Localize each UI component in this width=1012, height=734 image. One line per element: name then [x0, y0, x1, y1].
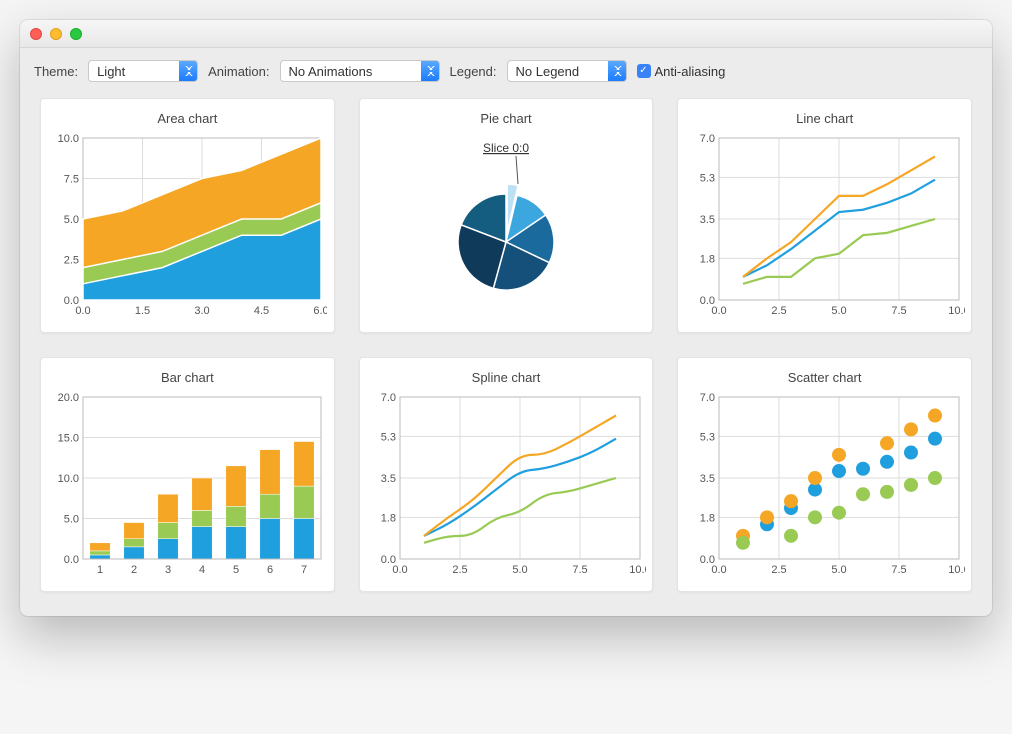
svg-text:2.5: 2.5 [771, 564, 786, 576]
minimize-icon[interactable] [50, 28, 62, 40]
area-chart: 0.02.55.07.510.00.01.53.04.56.0 [47, 132, 327, 322]
antialias-checkbox[interactable]: ✓ [637, 64, 651, 78]
line-chart: 0.01.83.55.37.00.02.55.07.510.0 [685, 132, 965, 322]
svg-text:5: 5 [233, 564, 239, 576]
svg-text:3.0: 3.0 [195, 305, 210, 317]
svg-text:7.5: 7.5 [572, 564, 587, 576]
theme-label: Theme: [34, 64, 78, 79]
svg-text:Slice 0:0: Slice 0:0 [483, 141, 529, 155]
svg-text:7.0: 7.0 [381, 392, 396, 404]
svg-text:5.3: 5.3 [381, 431, 396, 443]
svg-text:5.0: 5.0 [512, 564, 527, 576]
svg-text:7.5: 7.5 [891, 305, 906, 317]
app-window: Theme: Light Animation: No Animations Le… [20, 20, 992, 616]
svg-text:1.8: 1.8 [381, 512, 396, 524]
svg-text:7.5: 7.5 [64, 174, 79, 186]
area-chart-card: Area chart 0.02.55.07.510.00.01.53.04.56… [40, 98, 335, 333]
legend-label: Legend: [450, 64, 497, 79]
zoom-icon[interactable] [70, 28, 82, 40]
scatter-chart-card: Scatter chart 0.01.83.55.37.00.02.55.07.… [677, 357, 972, 592]
svg-text:2.5: 2.5 [64, 255, 79, 267]
chart-grid: Area chart 0.02.55.07.510.00.01.53.04.56… [20, 90, 992, 616]
svg-text:10.0: 10.0 [58, 473, 79, 485]
svg-text:7.0: 7.0 [699, 133, 714, 145]
svg-text:7.5: 7.5 [891, 564, 906, 576]
svg-text:1.5: 1.5 [135, 305, 150, 317]
pie-chart-card: Pie chart Slice 0:0 [359, 98, 654, 333]
line-chart-card: Line chart 0.01.83.55.37.00.02.55.07.510… [677, 98, 972, 333]
svg-text:0.0: 0.0 [64, 554, 79, 566]
svg-text:4: 4 [199, 564, 205, 576]
svg-text:3: 3 [165, 564, 171, 576]
svg-text:2.5: 2.5 [452, 564, 467, 576]
svg-text:4.5: 4.5 [254, 305, 269, 317]
svg-text:0.0: 0.0 [711, 564, 726, 576]
svg-text:7: 7 [301, 564, 307, 576]
svg-text:6.0: 6.0 [314, 305, 328, 317]
line-chart-title: Line chart [684, 111, 965, 126]
svg-text:5.0: 5.0 [64, 514, 79, 526]
svg-text:3.5: 3.5 [699, 214, 714, 226]
svg-text:20.0: 20.0 [58, 392, 79, 404]
scatter-chart-title: Scatter chart [684, 370, 965, 385]
legend-select[interactable]: No Legend [507, 60, 627, 82]
svg-text:5.3: 5.3 [699, 431, 714, 443]
scatter-chart: 0.01.83.55.37.00.02.55.07.510.0 [685, 391, 965, 581]
toolbar: Theme: Light Animation: No Animations Le… [20, 48, 992, 90]
spline-chart-card: Spline chart 0.01.83.55.37.00.02.55.07.5… [359, 357, 654, 592]
spline-chart-title: Spline chart [366, 370, 647, 385]
animation-select[interactable]: No Animations [280, 60, 440, 82]
spline-chart: 0.01.83.55.37.00.02.55.07.510.0 [366, 391, 646, 581]
svg-text:5.3: 5.3 [699, 172, 714, 184]
svg-text:2: 2 [131, 564, 137, 576]
svg-text:5.0: 5.0 [831, 564, 846, 576]
svg-text:3.5: 3.5 [699, 473, 714, 485]
bar-chart-title: Bar chart [47, 370, 328, 385]
titlebar [20, 20, 992, 48]
svg-text:10.0: 10.0 [629, 564, 646, 576]
svg-text:7.0: 7.0 [699, 392, 714, 404]
svg-text:3.5: 3.5 [381, 473, 396, 485]
svg-text:1.8: 1.8 [699, 253, 714, 265]
pie-chart-title: Pie chart [366, 111, 647, 126]
animation-label: Animation: [208, 64, 269, 79]
svg-text:2.5: 2.5 [771, 305, 786, 317]
bar-chart-card: Bar chart 0.0 5.0 10.0 15.0 20.0 1 2 3 4 5 6 7 [40, 357, 335, 592]
svg-text:5.0: 5.0 [831, 305, 846, 317]
svg-text:15.0: 15.0 [58, 433, 79, 445]
pie-chart: Slice 0:0 [366, 132, 646, 322]
svg-text:1.8: 1.8 [699, 512, 714, 524]
traffic-lights [30, 28, 82, 40]
area-chart-title: Area chart [47, 111, 328, 126]
svg-text:0.0: 0.0 [392, 564, 407, 576]
svg-text:10.0: 10.0 [948, 305, 965, 317]
close-icon[interactable] [30, 28, 42, 40]
svg-text:0.0: 0.0 [76, 305, 91, 317]
svg-text:6: 6 [267, 564, 273, 576]
antialias-label: Anti-aliasing [655, 64, 726, 79]
svg-text:0.0: 0.0 [711, 305, 726, 317]
theme-select[interactable]: Light [88, 60, 198, 82]
svg-text:10.0: 10.0 [948, 564, 965, 576]
svg-text:10.0: 10.0 [58, 133, 79, 145]
svg-text:1: 1 [97, 564, 103, 576]
svg-text:5.0: 5.0 [64, 214, 79, 226]
bar-chart: 0.0 5.0 10.0 15.0 20.0 1 2 3 4 5 6 7 [47, 391, 327, 581]
